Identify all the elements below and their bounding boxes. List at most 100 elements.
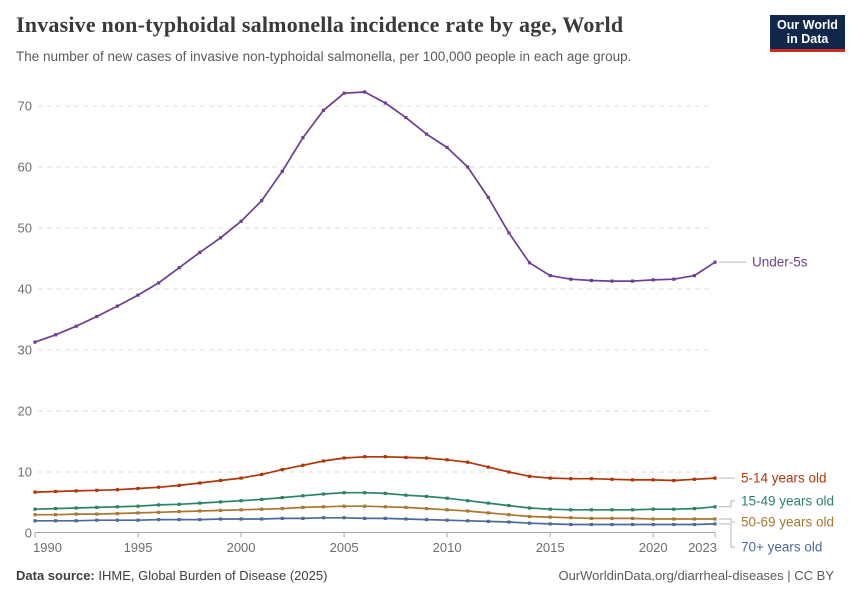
- marker-5-14-years-old: [651, 478, 655, 482]
- marker-15-49-years-old: [95, 505, 99, 509]
- marker-15-49-years-old: [115, 505, 119, 509]
- marker-50-69-years-old: [342, 504, 346, 508]
- marker-15-49-years-old: [301, 494, 305, 498]
- marker-under-5s: [445, 145, 449, 150]
- marker-5-14-years-old: [713, 476, 717, 480]
- marker-5-14-years-old: [54, 489, 58, 494]
- marker-under-5s: [363, 90, 367, 94]
- marker-5-14-years-old: [239, 476, 243, 480]
- marker-5-14-years-old: [280, 468, 284, 472]
- marker-under-5s: [54, 333, 58, 337]
- marker-70plus-years-old: [404, 517, 408, 521]
- marker-under-5s: [33, 340, 37, 344]
- marker-5-14-years-old: [136, 486, 140, 491]
- y-tick-label-40: 40: [18, 282, 32, 297]
- marker-70plus-years-old: [239, 517, 243, 521]
- marker-5-14-years-old: [589, 477, 593, 481]
- marker-15-49-years-old: [218, 500, 223, 504]
- marker-under-5s: [692, 274, 696, 278]
- marker-70plus-years-old: [507, 520, 511, 524]
- legend-label-5-14-years-old[interactable]: 5-14 years old: [741, 471, 827, 486]
- marker-15-49-years-old: [672, 507, 676, 511]
- chart-subtitle: The number of new cases of invasive non-…: [16, 49, 632, 64]
- marker-50-69-years-old: [115, 511, 119, 516]
- marker-70plus-years-old: [321, 516, 326, 520]
- x-tick-label-2023: 2023: [688, 540, 717, 555]
- marker-15-49-years-old: [54, 507, 58, 511]
- marker-under-5s: [157, 281, 161, 285]
- marker-under-5s: [95, 314, 99, 319]
- marker-under-5s: [177, 266, 181, 270]
- marker-under-5s: [321, 108, 326, 112]
- marker-5-14-years-old: [342, 456, 346, 460]
- marker-5-14-years-old: [363, 455, 367, 459]
- x-tick-label-2000: 2000: [227, 540, 256, 555]
- marker-70plus-years-old: [548, 522, 552, 526]
- marker-70plus-years-old: [651, 522, 655, 527]
- marker-70plus-years-old: [486, 519, 490, 523]
- marker-70plus-years-old: [672, 522, 676, 527]
- marker-15-49-years-old: [33, 507, 37, 511]
- marker-70plus-years-old: [54, 519, 58, 523]
- marker-5-14-years-old: [692, 477, 696, 481]
- marker-15-49-years-old: [527, 506, 532, 510]
- marker-50-69-years-old: [692, 517, 696, 521]
- legend-label-50-69-years-old[interactable]: 50-69 years old: [741, 515, 834, 530]
- marker-under-5s: [198, 250, 202, 254]
- legend-label-15-49-years-old[interactable]: 15-49 years old: [741, 494, 834, 509]
- marker-50-69-years-old: [321, 505, 326, 509]
- x-tick-label-2010: 2010: [433, 540, 462, 555]
- marker-70plus-years-old: [466, 519, 470, 523]
- marker-under-5s: [342, 91, 346, 95]
- marker-15-49-years-old: [651, 507, 655, 511]
- marker-50-69-years-old: [95, 512, 99, 516]
- marker-5-14-years-old: [198, 481, 202, 485]
- marker-50-69-years-old: [507, 513, 511, 517]
- marker-70plus-years-old: [445, 518, 449, 522]
- marker-50-69-years-old: [404, 505, 408, 509]
- marker-15-49-years-old: [569, 508, 573, 512]
- data-source-label: Data source:: [16, 568, 95, 583]
- marker-5-14-years-old: [301, 463, 305, 467]
- marker-15-49-years-old: [342, 491, 346, 495]
- marker-70plus-years-old: [115, 518, 119, 522]
- line-5-14-years-old: [34, 455, 716, 493]
- marker-15-49-years-old: [404, 493, 408, 497]
- marker-5-14-years-old: [424, 456, 429, 460]
- marker-under-5s: [383, 101, 387, 105]
- credit-link[interactable]: OurWorldinData.org/diarrheal-diseases | …: [558, 568, 834, 583]
- marker-50-69-years-old: [157, 510, 161, 514]
- marker-15-49-years-old: [239, 499, 243, 503]
- legend-connector-70plus-years-old: [719, 523, 735, 548]
- marker-50-69-years-old: [569, 516, 573, 520]
- owid-logo[interactable]: Our World in Data: [770, 15, 845, 52]
- marker-70plus-years-old: [363, 516, 367, 520]
- marker-50-69-years-old: [424, 507, 429, 511]
- legend-label-70plus-years-old[interactable]: 70+ years old: [741, 540, 822, 555]
- x-tick-label-1995: 1995: [124, 540, 153, 555]
- marker-50-69-years-old: [713, 517, 717, 521]
- marker-15-49-years-old: [610, 508, 614, 512]
- legend-connector-50-69-years-old: [719, 518, 735, 523]
- marker-50-69-years-old: [74, 512, 78, 516]
- marker-50-69-years-old: [466, 509, 470, 513]
- marker-70plus-years-old: [383, 516, 387, 520]
- legend-label-under-5s[interactable]: Under-5s: [752, 255, 808, 270]
- marker-70plus-years-old: [610, 522, 614, 527]
- marker-70plus-years-old: [280, 516, 284, 520]
- marker-70plus-years-old: [692, 522, 696, 527]
- marker-5-14-years-old: [177, 483, 181, 487]
- marker-under-5s: [589, 278, 593, 283]
- marker-15-49-years-old: [466, 499, 470, 503]
- marker-5-14-years-old: [631, 478, 635, 482]
- marker-under-5s: [569, 277, 573, 281]
- marker-50-69-years-old: [136, 511, 140, 515]
- marker-under-5s: [218, 236, 223, 240]
- marker-15-49-years-old: [692, 507, 696, 511]
- marker-50-69-years-old: [486, 511, 490, 515]
- marker-15-49-years-old: [198, 501, 202, 505]
- y-tick-label-60: 60: [18, 160, 32, 175]
- series-under-5s: [33, 90, 717, 344]
- marker-under-5s: [239, 219, 243, 223]
- marker-50-69-years-old: [527, 514, 532, 519]
